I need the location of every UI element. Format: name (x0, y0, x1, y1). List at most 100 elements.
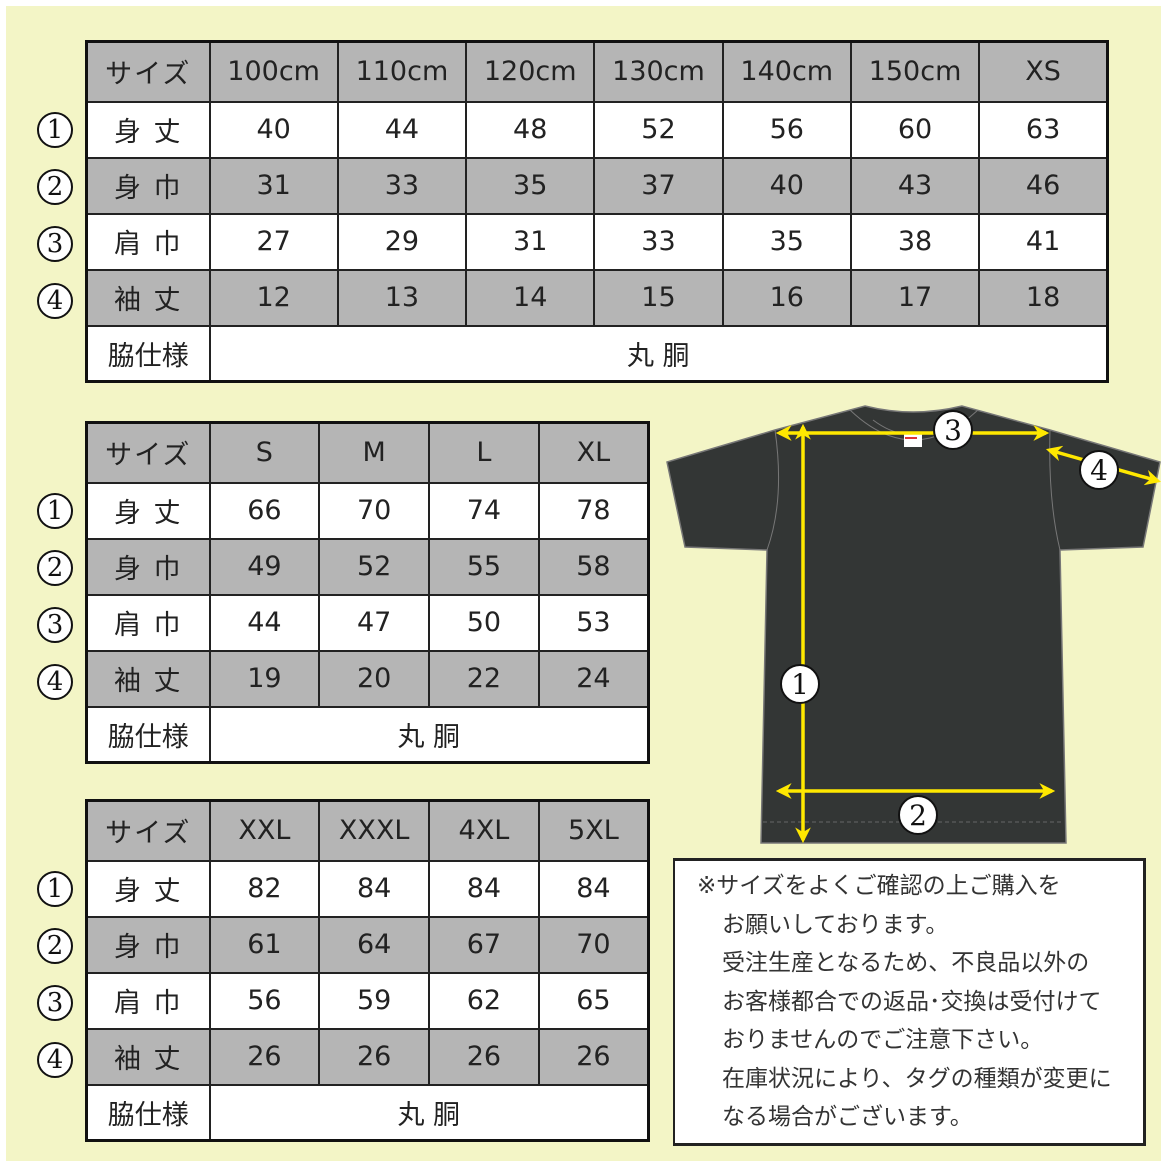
marker-1: 1 (791, 668, 809, 701)
side-spec-label: 脇仕様 (85, 705, 211, 764)
measurement-value: 26 (428, 1027, 540, 1086)
measurement-value: 37 (593, 156, 724, 215)
measurement-label: 肩 巾 (85, 593, 211, 652)
measurement-value: 13 (336, 268, 468, 327)
measurement-value: 74 (428, 481, 540, 540)
size-column-header: M (318, 421, 430, 484)
measurement-value: 33 (593, 212, 724, 271)
side-spec-value: 丸 胴 (208, 705, 650, 764)
measurement-row: 肩 巾 44 47 50 53 (85, 593, 650, 652)
measurement-row: 肩 巾 56 59 62 65 (85, 971, 650, 1030)
size-header-label: サイズ (85, 421, 211, 484)
measurement-row: 身 丈 66 70 74 78 (85, 481, 650, 540)
row-number-marker: 4 (37, 664, 73, 700)
marker-circle (898, 795, 938, 835)
measurement-value: 44 (208, 593, 321, 652)
measurement-row: 身 丈 40 44 48 52 56 60 63 (85, 100, 1109, 159)
header-row: サイズ XXL XXXL 4XL 5XL (85, 799, 650, 862)
measurement-value: 56 (208, 971, 321, 1030)
measurement-value: 61 (208, 915, 321, 974)
measurement-value: 26 (208, 1027, 321, 1086)
measurement-value: 22 (428, 649, 540, 708)
measurement-value: 65 (537, 971, 650, 1030)
measurement-value: 48 (465, 100, 596, 159)
measurement-label: 身 巾 (85, 156, 211, 215)
row-number-marker: 1 (37, 112, 73, 148)
measurement-value: 55 (428, 537, 540, 596)
measurement-label: 肩 巾 (85, 212, 211, 271)
notice-box: ※サイズをよくご確認の上ご購入を お願いしております。 受注生産となるため、不良… (673, 858, 1146, 1146)
size-column-header: 4XL (428, 799, 540, 862)
row-number-marker: 1 (37, 493, 73, 529)
measurement-value: 47 (318, 593, 430, 652)
size-column-header: 100cm (208, 40, 339, 103)
size-column-header: 120cm (465, 40, 596, 103)
measurement-value: 19 (208, 649, 321, 708)
measurement-value: 58 (537, 537, 650, 596)
header-row: サイズ S M L XL (85, 421, 650, 484)
measurement-value: 70 (537, 915, 650, 974)
measurement-value: 53 (537, 593, 650, 652)
row-number-marker: 2 (37, 169, 73, 205)
side-spec-value: 丸 胴 (208, 1083, 650, 1142)
notice-line: なる場合がございます。 (722, 1104, 973, 1130)
measurement-value: 24 (537, 649, 650, 708)
measurement-value: 82 (208, 859, 321, 918)
measurement-value: 14 (465, 268, 596, 327)
measurement-row: 袖 丈 19 20 22 24 (85, 649, 650, 708)
measurement-label: 肩 巾 (85, 971, 211, 1030)
footer-row: 脇仕様丸 胴 (85, 705, 650, 764)
marker-3: 3 (944, 414, 962, 447)
size-header-label: サイズ (85, 799, 211, 862)
measurement-label: 身 巾 (85, 537, 211, 596)
measurement-value: 84 (318, 859, 430, 918)
row-number-marker: 1 (37, 871, 73, 907)
side-spec-label: 脇仕様 (85, 1083, 211, 1142)
measurement-value: 31 (465, 212, 596, 271)
measurement-value: 52 (593, 100, 724, 159)
marker-circle (1079, 450, 1119, 490)
size-column-header: XXL (208, 799, 321, 862)
measurement-value: 38 (849, 212, 981, 271)
measurement-value: 17 (849, 268, 981, 327)
measurement-row: 身 巾 49 52 55 58 (85, 537, 650, 596)
row-number-marker: 3 (37, 226, 73, 262)
size-column-header: L (428, 421, 540, 484)
measurement-row: 肩 巾 27 29 31 33 35 38 41 (85, 212, 1109, 271)
measurement-value: 56 (721, 100, 852, 159)
measurement-value: 66 (208, 481, 321, 540)
neck-tag-logo (905, 437, 917, 439)
measurement-value: 40 (721, 156, 852, 215)
row-number-marker: 4 (37, 283, 73, 319)
marker-circle (780, 664, 820, 704)
measurement-row: 身 巾 61 64 67 70 (85, 915, 650, 974)
measurement-value: 64 (318, 915, 430, 974)
size-table-3: サイズ XXL XXXL 4XL 5XL 身 丈 82 84 84 84 身 巾 61 64 67 70 肩 … (85, 799, 650, 1142)
measurement-row: 袖 丈 26 26 26 26 (85, 1027, 650, 1086)
size-column-header: XL (537, 421, 650, 484)
size-column-header: XS (978, 40, 1109, 103)
neck-tag (904, 434, 922, 447)
measurement-value: 59 (318, 971, 430, 1030)
row-number-marker: 3 (37, 607, 73, 643)
measurement-label: 身 丈 (85, 481, 211, 540)
measurement-row: 身 巾 31 33 35 37 40 43 46 (85, 156, 1109, 215)
measurement-value: 20 (318, 649, 430, 708)
size-column-header: 5XL (537, 799, 650, 862)
measurement-label: 袖 丈 (85, 268, 211, 327)
measurement-value: 63 (978, 100, 1109, 159)
measurement-value: 41 (978, 212, 1109, 271)
measurement-label: 袖 丈 (85, 1027, 211, 1086)
row-number-marker: 4 (37, 1042, 73, 1078)
notice-line: 受注生産となるため、不良品以外の (722, 950, 1090, 976)
measurement-value: 26 (537, 1027, 650, 1086)
side-spec-label: 脇仕様 (85, 324, 211, 383)
footer-row: 脇仕様丸 胴 (85, 324, 1109, 383)
size-header-label: サイズ (85, 40, 211, 103)
notice-line: お願いしております。 (722, 911, 949, 938)
side-spec-value: 丸 胴 (208, 324, 1109, 383)
measurement-value: 35 (465, 156, 596, 215)
notice-line: お客様都合での返品･交換は受付けて (722, 988, 1102, 1015)
measurement-value: 18 (978, 268, 1109, 327)
